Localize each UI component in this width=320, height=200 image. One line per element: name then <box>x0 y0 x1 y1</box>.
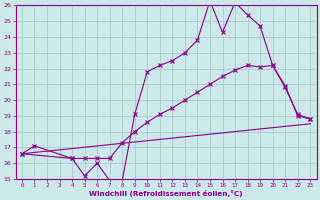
X-axis label: Windchill (Refroidissement éolien,°C): Windchill (Refroidissement éolien,°C) <box>89 190 243 197</box>
